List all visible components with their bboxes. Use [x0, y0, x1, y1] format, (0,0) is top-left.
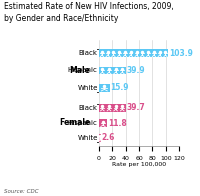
Text: Male: Male: [69, 66, 90, 75]
Text: 11.8: 11.8: [108, 119, 127, 128]
Bar: [99, 67, 126, 74]
Text: Female: Female: [59, 118, 90, 127]
Text: 39.7: 39.7: [127, 103, 145, 112]
Bar: [99, 49, 168, 57]
Text: Hispanic: Hispanic: [68, 67, 98, 74]
X-axis label: Rate per 100,000: Rate per 100,000: [112, 162, 166, 167]
Text: Black: Black: [79, 50, 98, 56]
Text: 103.9: 103.9: [169, 49, 193, 58]
Text: Source: CDC: Source: CDC: [4, 189, 39, 194]
Text: Hispanic: Hispanic: [68, 120, 98, 126]
Text: Estimated Rate of New HIV Infections, 2009,: Estimated Rate of New HIV Infections, 20…: [4, 2, 174, 11]
Text: 2.6: 2.6: [102, 133, 115, 142]
Text: by Gender and Race/Ethnicity: by Gender and Race/Ethnicity: [4, 14, 118, 23]
Bar: [99, 134, 101, 142]
Text: 39.9: 39.9: [127, 66, 145, 75]
Bar: [99, 119, 107, 127]
Bar: [99, 84, 110, 92]
Text: Black: Black: [79, 105, 98, 111]
Text: White: White: [77, 135, 98, 141]
Bar: [99, 104, 126, 112]
Text: 15.9: 15.9: [111, 83, 129, 92]
Text: White: White: [77, 85, 98, 91]
